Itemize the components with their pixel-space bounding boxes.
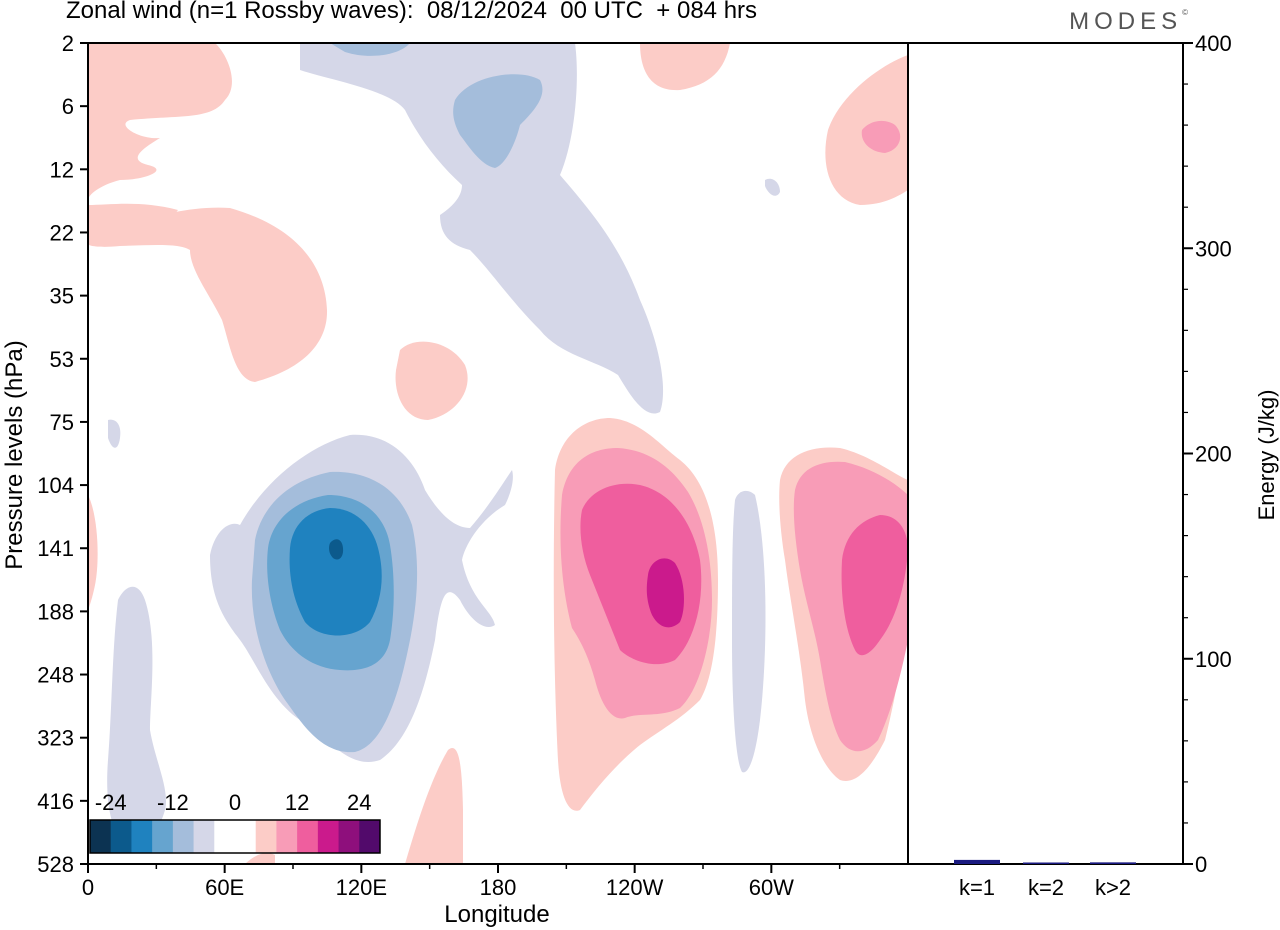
pressure-tick-label: 141 [37, 536, 74, 561]
colorbar-swatch [131, 820, 153, 853]
colorbar-label: -24 [95, 790, 127, 815]
brand-mark: © [1182, 8, 1188, 17]
energy-category-label: k=1 [959, 875, 995, 900]
contour-neg-thin-column [732, 490, 766, 773]
colorbar-swatch [359, 820, 381, 853]
contour-neg-upper [300, 43, 664, 414]
energy-bar [1090, 862, 1136, 864]
contour-pos-upper-left-3 [88, 207, 328, 382]
brand-text: MODES [1069, 8, 1183, 35]
longitude-axis: 0 60E 120E 180 120W 60W [82, 864, 841, 900]
colorbar-frame [89, 819, 381, 854]
pressure-tick-label: 12 [50, 157, 74, 182]
chart-title: Zonal wind (n=1 Rossby waves): 08/12/202… [66, 0, 758, 24]
colorbar-label: -12 [157, 790, 189, 815]
pressure-tick-label: 188 [37, 599, 74, 624]
pressure-tick-label: 416 [37, 789, 74, 814]
pressure-tick-label: 104 [37, 473, 74, 498]
colorbar-swatch [235, 820, 257, 853]
contour-pos-center-core [646, 558, 685, 628]
colorbar-swatch [110, 820, 132, 853]
colorbar-swatch [214, 820, 236, 853]
contour-neg-top-edge [330, 43, 410, 56]
longitude-tick-label: 120E [336, 875, 387, 900]
colorbar-swatch [172, 820, 195, 853]
pressure-tick-label: 22 [50, 220, 74, 245]
longitude-tick-label: 60E [205, 875, 244, 900]
contour-neg-main-4 [289, 508, 382, 636]
energy-bar [954, 859, 1000, 864]
energy-tick-label: 300 [1195, 236, 1232, 261]
pressure-tick-label: 248 [37, 663, 74, 688]
colorbar-label: 24 [347, 790, 371, 815]
contour-pos-top-center [640, 43, 730, 91]
pressure-tick-label: 528 [37, 852, 74, 877]
pressure-axis: 2 6 12 22 35 53 75 104 141 188 248 323 416 528 [37, 31, 88, 877]
pressure-tick-label: 75 [50, 410, 74, 435]
contour-neg-main-core [329, 539, 344, 560]
energy-bars: k=1 k=2 k>2 [954, 859, 1136, 900]
pressure-tick-label: 323 [37, 726, 74, 751]
longitude-tick-label: 0 [82, 875, 94, 900]
contour-field [88, 43, 908, 864]
colorbar-swatch [255, 820, 277, 853]
contour-pos-left-edge [88, 495, 98, 610]
colorbar-label: 0 [229, 790, 241, 815]
colorbar-swatch [152, 820, 174, 853]
contour-pos-upper-left [88, 43, 232, 200]
pressure-tick-label: 53 [50, 347, 74, 372]
contour-pos-right-3 [841, 515, 908, 656]
colorbar-swatch [317, 820, 340, 853]
colorbar-label: 12 [285, 790, 309, 815]
longitude-tick-label: 120W [606, 875, 664, 900]
pressure-tick-label: 2 [62, 31, 74, 56]
contour-pos-mid-left [395, 341, 468, 420]
energy-bar [1023, 862, 1069, 864]
colorbar-swatch [297, 820, 319, 853]
pressure-tick-label: 6 [62, 94, 74, 119]
colorbar-swatch [193, 820, 215, 853]
contour-pos-top-right-core [861, 120, 901, 153]
contour-pos-bottom-center [405, 748, 463, 864]
contour-neg-small-1 [108, 419, 121, 448]
energy-panel-frame [907, 42, 1184, 865]
energy-category-label: k=2 [1028, 875, 1064, 900]
colorbar-swatch [276, 820, 298, 853]
energy-axis: 0 100 200 300 400 [1183, 31, 1232, 877]
energy-tick-label: 100 [1195, 647, 1232, 672]
colorbar-swatch [338, 820, 360, 853]
energy-axis-label: Energy (J/kg) [1254, 390, 1279, 521]
brand-logo: MODES© [1069, 8, 1188, 36]
energy-tick-label: 0 [1195, 852, 1207, 877]
longitude-tick-label: 180 [480, 875, 517, 900]
colorbar-swatch [90, 820, 112, 853]
energy-category-label: k>2 [1095, 875, 1131, 900]
contour-neg-small-2 [765, 178, 780, 196]
contour-neg-upper-core [453, 74, 543, 168]
y-axis-label: Pressure levels (hPa) [1, 340, 28, 569]
energy-tick-label: 200 [1195, 442, 1232, 467]
contour-neg-left-column [107, 586, 167, 848]
contour-pos-bottom-colorbar [245, 853, 275, 864]
energy-tick-label: 400 [1195, 31, 1232, 56]
x-axis-label: Longitude [444, 901, 549, 928]
longitude-tick-label: 60W [749, 875, 794, 900]
pressure-tick-label: 35 [50, 284, 74, 309]
colorbar: -24 -12 0 12 24 [89, 790, 381, 854]
